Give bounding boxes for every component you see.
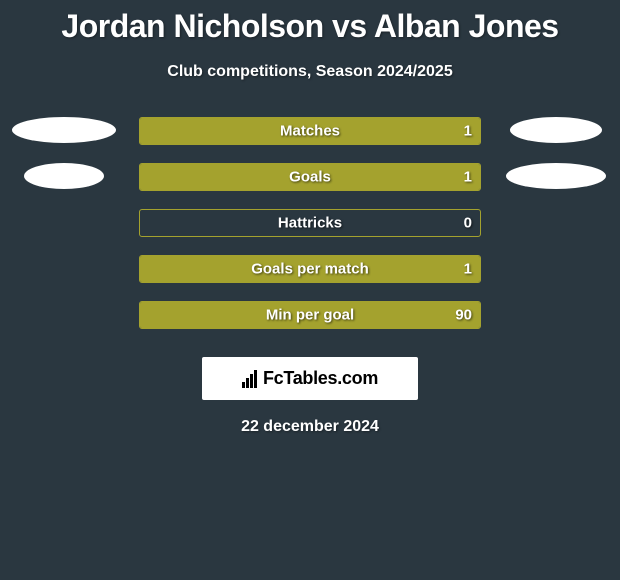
player-ellipse: [510, 117, 602, 143]
stat-bar: Matches 1: [139, 117, 481, 145]
right-ellipse-column: [501, 117, 611, 189]
stat-value-right: 1: [464, 169, 472, 186]
player-ellipse: [12, 117, 116, 143]
brand-text: FcTables.com: [263, 368, 378, 389]
comparison-container: Jordan Nicholson vs Alban Jones Club com…: [0, 0, 620, 436]
stat-label: Hattricks: [278, 215, 342, 232]
stat-label: Goals per match: [251, 261, 369, 278]
stat-label: Matches: [280, 123, 340, 140]
bar-chart-icon: [242, 370, 257, 388]
player-ellipse: [24, 163, 104, 189]
stat-bar: Min per goal 90: [139, 301, 481, 329]
player-ellipse: [506, 163, 606, 189]
brand-badge: FcTables.com: [202, 357, 418, 400]
date-line: 22 december 2024: [0, 418, 620, 436]
page-subtitle: Club competitions, Season 2024/2025: [0, 63, 620, 81]
stat-value-right: 1: [464, 123, 472, 140]
stats-area: Matches 1 Goals 1 Hattricks 0 Goals per match 1…: [0, 117, 620, 329]
stat-bar: Hattricks 0: [139, 209, 481, 237]
stat-bar: Goals 1: [139, 163, 481, 191]
stat-value-right: 1: [464, 261, 472, 278]
stat-bar: Goals per match 1: [139, 255, 481, 283]
left-ellipse-column: [9, 117, 119, 189]
stat-label: Min per goal: [266, 307, 354, 324]
stat-value-right: 90: [455, 307, 472, 324]
stat-label: Goals: [289, 169, 331, 186]
stat-bars-column: Matches 1 Goals 1 Hattricks 0 Goals per match 1…: [139, 117, 481, 329]
page-title: Jordan Nicholson vs Alban Jones: [0, 8, 620, 45]
stat-value-right: 0: [464, 215, 472, 232]
